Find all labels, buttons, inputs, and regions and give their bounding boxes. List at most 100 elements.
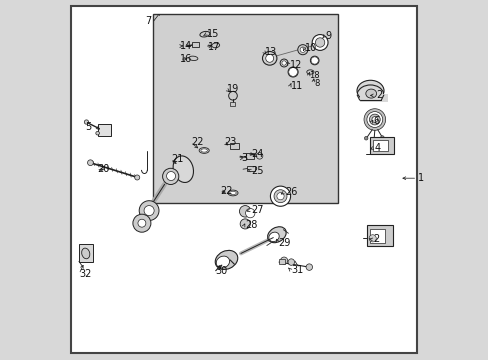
Text: 28: 28 (244, 220, 257, 230)
Ellipse shape (211, 43, 219, 48)
Ellipse shape (166, 172, 175, 181)
Ellipse shape (365, 89, 376, 98)
Ellipse shape (228, 91, 237, 100)
Ellipse shape (288, 68, 297, 76)
Ellipse shape (216, 256, 229, 268)
Ellipse shape (305, 264, 312, 270)
Ellipse shape (268, 232, 279, 242)
Ellipse shape (239, 206, 250, 217)
Ellipse shape (262, 51, 276, 65)
Text: 4: 4 (374, 143, 380, 153)
Text: 32: 32 (80, 269, 92, 279)
Ellipse shape (310, 56, 318, 65)
Ellipse shape (287, 259, 294, 265)
Bar (247, 166, 255, 171)
Ellipse shape (163, 168, 179, 185)
Text: 25: 25 (251, 166, 264, 176)
Ellipse shape (267, 227, 285, 243)
Ellipse shape (133, 214, 151, 232)
Ellipse shape (270, 186, 290, 206)
Bar (366, 225, 392, 246)
Text: 12: 12 (289, 60, 302, 70)
Text: 11: 11 (290, 81, 302, 91)
Text: 8: 8 (313, 79, 319, 88)
Ellipse shape (368, 114, 380, 125)
Text: 23: 23 (224, 137, 236, 147)
Bar (370, 229, 384, 243)
Text: 26: 26 (285, 187, 297, 197)
Text: 20: 20 (97, 164, 109, 174)
Ellipse shape (380, 136, 384, 139)
Text: 29: 29 (278, 238, 290, 248)
Ellipse shape (368, 235, 375, 242)
Text: 16: 16 (180, 54, 192, 64)
Text: 21: 21 (171, 154, 183, 164)
Ellipse shape (81, 248, 90, 259)
Text: 3: 3 (241, 153, 246, 163)
Bar (79, 244, 92, 262)
Ellipse shape (371, 138, 375, 141)
Text: 22: 22 (191, 137, 203, 147)
Text: 5: 5 (85, 122, 91, 132)
Ellipse shape (229, 192, 236, 194)
Text: 2: 2 (373, 234, 379, 244)
Bar (230, 143, 239, 149)
Bar (369, 137, 393, 154)
Ellipse shape (371, 117, 377, 122)
Ellipse shape (280, 257, 287, 264)
Text: 27: 27 (250, 205, 263, 215)
Ellipse shape (200, 31, 209, 37)
Ellipse shape (280, 59, 287, 67)
Text: 14: 14 (180, 41, 192, 51)
Ellipse shape (201, 149, 207, 152)
Text: 19: 19 (227, 84, 239, 94)
Ellipse shape (363, 109, 385, 130)
Bar (278, 259, 285, 264)
Ellipse shape (310, 57, 318, 64)
Text: 15: 15 (206, 29, 219, 39)
Text: 24: 24 (251, 149, 264, 159)
Bar (98, 124, 111, 136)
Bar (152, 14, 337, 203)
Ellipse shape (139, 201, 159, 220)
Ellipse shape (287, 67, 298, 77)
Ellipse shape (84, 120, 88, 124)
Text: 30: 30 (215, 266, 227, 276)
Ellipse shape (265, 54, 273, 62)
Ellipse shape (173, 156, 193, 183)
Ellipse shape (276, 193, 284, 200)
Ellipse shape (144, 206, 154, 216)
Ellipse shape (245, 208, 254, 218)
Ellipse shape (300, 47, 305, 53)
Text: 10: 10 (305, 42, 317, 53)
Text: 22: 22 (220, 186, 232, 196)
Ellipse shape (306, 70, 313, 74)
Ellipse shape (356, 80, 383, 101)
Text: 1: 1 (417, 173, 423, 183)
Ellipse shape (315, 38, 324, 47)
Ellipse shape (138, 219, 145, 227)
Ellipse shape (134, 175, 140, 180)
Ellipse shape (199, 148, 209, 153)
Bar (373, 140, 387, 151)
Ellipse shape (366, 112, 382, 127)
Text: 7: 7 (145, 16, 151, 26)
Ellipse shape (96, 131, 99, 135)
Ellipse shape (282, 61, 285, 65)
Ellipse shape (188, 56, 198, 60)
Ellipse shape (215, 251, 237, 269)
Text: 18: 18 (309, 71, 319, 80)
Text: 31: 31 (291, 265, 303, 275)
Ellipse shape (227, 190, 238, 196)
Ellipse shape (240, 219, 250, 229)
Text: 6: 6 (373, 116, 379, 126)
Ellipse shape (311, 35, 327, 50)
Ellipse shape (273, 190, 286, 203)
Ellipse shape (297, 45, 307, 55)
Text: 13: 13 (264, 47, 277, 57)
Text: 9: 9 (325, 31, 330, 41)
Bar (192, 42, 199, 47)
Ellipse shape (364, 136, 367, 140)
Bar (230, 102, 235, 106)
Bar (359, 94, 387, 102)
